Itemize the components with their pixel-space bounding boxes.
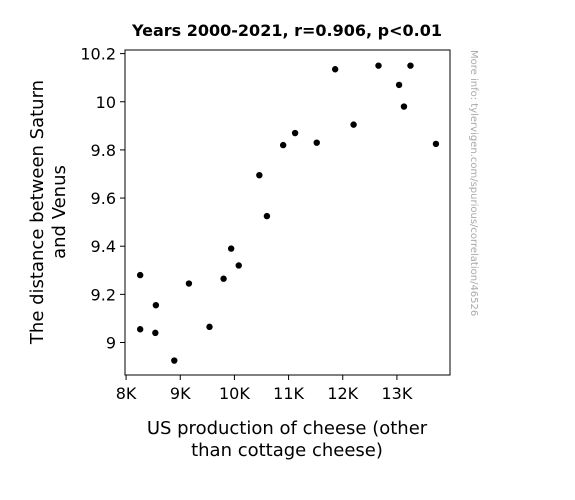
data-point-10	[235, 262, 242, 269]
plot-area	[124, 49, 451, 376]
x-axis-label-line-1: US production of cheese (other	[147, 418, 428, 439]
x-tick-label: 12K	[327, 384, 358, 403]
points-layer	[136, 62, 440, 364]
y-tick-label: 9.4	[91, 237, 116, 256]
data-point-2	[136, 326, 144, 333]
y-axis-label-line-2: and Venus	[49, 165, 70, 259]
watermark-text: More info: tylervigen.com/spurious/corre…	[468, 50, 479, 316]
data-point-22	[432, 140, 440, 148]
data-point-20	[400, 103, 408, 110]
data-point-15	[313, 139, 320, 146]
plot-frame	[124, 49, 451, 376]
x-tick-label: 13K	[381, 384, 412, 403]
y-tick-label: 9	[106, 334, 116, 353]
y-axis: 9 9.2 9.4 9.6 9.8 10 10.2	[80, 45, 125, 353]
data-point-6	[185, 280, 193, 287]
y-tick-label: 9.8	[91, 141, 116, 160]
y-tick-label: 10	[96, 93, 116, 112]
y-axis-label-line-1: The distance between Saturn	[27, 80, 48, 345]
x-tick-label: 11K	[273, 384, 304, 403]
data-point-21	[407, 62, 414, 69]
data-point-3	[152, 301, 160, 309]
data-point-4	[152, 329, 159, 337]
data-point-17	[350, 121, 357, 128]
data-point-11	[256, 171, 263, 179]
x-axis-label-line-2: than cottage cheese)	[191, 440, 383, 461]
data-point-16	[331, 66, 339, 73]
x-axis: 8K 9K 10K 11K 12K 13K	[116, 375, 413, 403]
data-point-13	[279, 141, 287, 149]
y-tick-label: 10.2	[80, 45, 116, 64]
y-tick-label: 9.6	[91, 189, 116, 208]
data-point-1	[136, 271, 144, 279]
chart-title: Years 2000-2021, r=0.906, p<0.01	[131, 21, 442, 40]
data-point-19	[395, 81, 403, 89]
x-tick-label: 8K	[116, 384, 137, 403]
data-point-9	[227, 245, 235, 252]
data-point-5	[171, 357, 178, 364]
data-point-14	[291, 129, 299, 137]
x-tick-label: 10K	[219, 384, 250, 403]
x-tick-label: 9K	[170, 384, 191, 403]
data-point-8	[220, 275, 227, 282]
data-point-12	[263, 212, 271, 220]
data-point-7	[206, 323, 213, 331]
data-point-18	[375, 62, 382, 69]
y-tick-label: 9.2	[91, 285, 116, 304]
